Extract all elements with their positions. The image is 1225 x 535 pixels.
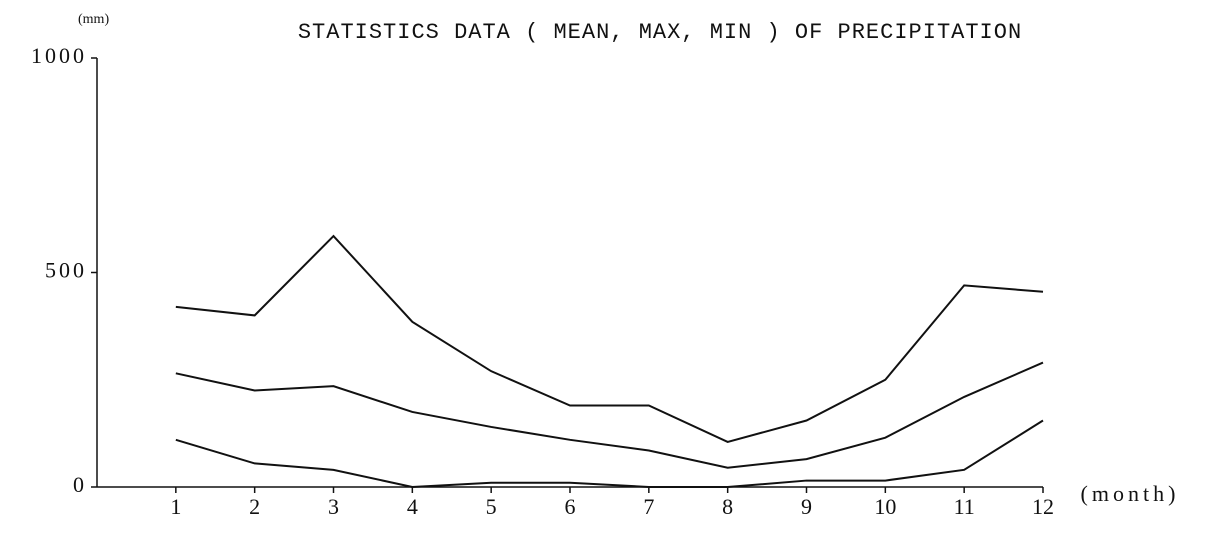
x-tick-label: 9 bbox=[801, 494, 812, 519]
x-tick-label: 8 bbox=[722, 494, 733, 519]
chart-title: STATISTICS DATA ( MEAN, MAX, MIN ) OF PR… bbox=[298, 20, 1022, 45]
x-tick-label: 12 bbox=[1032, 494, 1054, 519]
x-axis-label: (month) bbox=[1081, 481, 1180, 506]
series-line bbox=[175, 234, 1044, 444]
y-tick-label: 500 bbox=[45, 258, 87, 283]
y-tick-label: 0 bbox=[73, 472, 87, 497]
y-unit: (mm) bbox=[78, 12, 109, 27]
x-tick-label: 10 bbox=[874, 494, 896, 519]
x-tick-label: 3 bbox=[328, 494, 339, 519]
x-tick-label: 7 bbox=[643, 494, 654, 519]
x-tick-label: 5 bbox=[486, 494, 497, 519]
series-line bbox=[175, 419, 1044, 489]
x-tick-label: 6 bbox=[565, 494, 576, 519]
x-tick-label: 4 bbox=[407, 494, 418, 519]
series-line bbox=[175, 361, 1044, 469]
x-tick-label: 1 bbox=[170, 494, 181, 519]
y-tick-label: 1000 bbox=[31, 43, 87, 68]
x-tick-label: 11 bbox=[954, 494, 975, 519]
x-tick-label: 2 bbox=[249, 494, 260, 519]
